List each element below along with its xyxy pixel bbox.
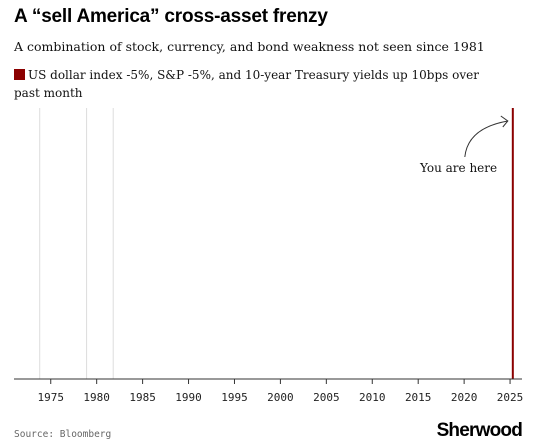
x-tick-label: 2010	[359, 391, 386, 404]
chart-subtitle: A combination of stock, currency, and bo…	[14, 39, 485, 54]
x-tick-label: 1975	[37, 391, 64, 404]
x-tick-label: 1985	[129, 391, 156, 404]
event-bars	[511, 108, 514, 379]
legend-swatch	[14, 69, 25, 80]
x-tick-label: 2020	[451, 391, 478, 404]
x-tick-label: 1990	[175, 391, 202, 404]
chart-title: A “sell America” cross-asset frenzy	[14, 6, 328, 27]
x-tick-label: 2015	[405, 391, 432, 404]
x-tick-label: 1980	[83, 391, 110, 404]
background-events	[39, 108, 114, 379]
annotation-arrowhead	[500, 115, 509, 128]
x-tick-label: 2000	[267, 391, 294, 404]
annotation-you-are-here: You are here	[420, 161, 498, 175]
x-tick-label: 2025	[497, 391, 524, 404]
x-tick-label: 1995	[221, 391, 248, 404]
x-axis-ticks: 1975 1980 1985 1990 1995 2000 2005 2010 2015 2020…	[37, 379, 523, 404]
legend: US dollar index -5%, S&P -5%, and 10-yea…	[14, 66, 484, 102]
brand-logo: Sherwood	[436, 420, 523, 441]
legend-label: US dollar index -5%, S&P -5%, and 10-yea…	[14, 68, 479, 100]
source-note: Source: Bloomberg	[14, 429, 112, 440]
event-bar	[511, 108, 514, 379]
x-tick-label: 2005	[313, 391, 340, 404]
annotation-arrow	[464, 120, 508, 158]
